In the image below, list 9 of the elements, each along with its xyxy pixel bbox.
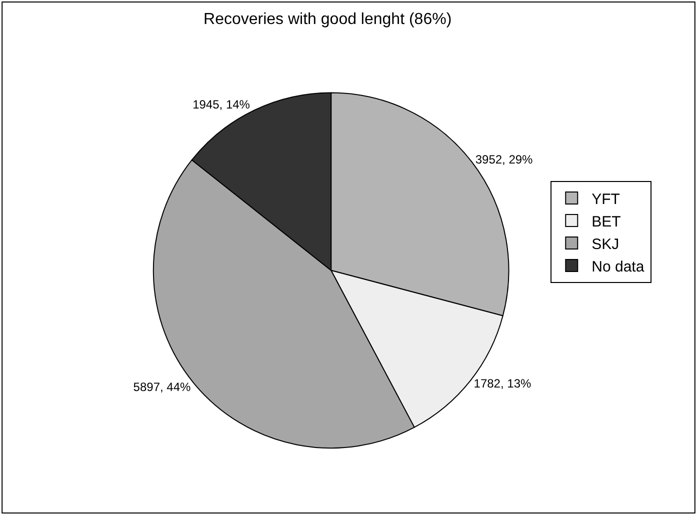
legend-label: No data <box>592 258 645 276</box>
legend-label: BET <box>592 213 621 230</box>
legend-label: YFT <box>592 190 620 208</box>
chart-title: Recoveries with good lenght (86%) <box>204 11 452 28</box>
data-label: 3952, 29% <box>475 152 534 166</box>
legend-label: SKJ <box>592 236 620 253</box>
data-label: 1782, 13% <box>474 376 532 390</box>
data-label: 1945, 14% <box>192 98 250 112</box>
data-label: 5897, 44% <box>133 380 191 394</box>
